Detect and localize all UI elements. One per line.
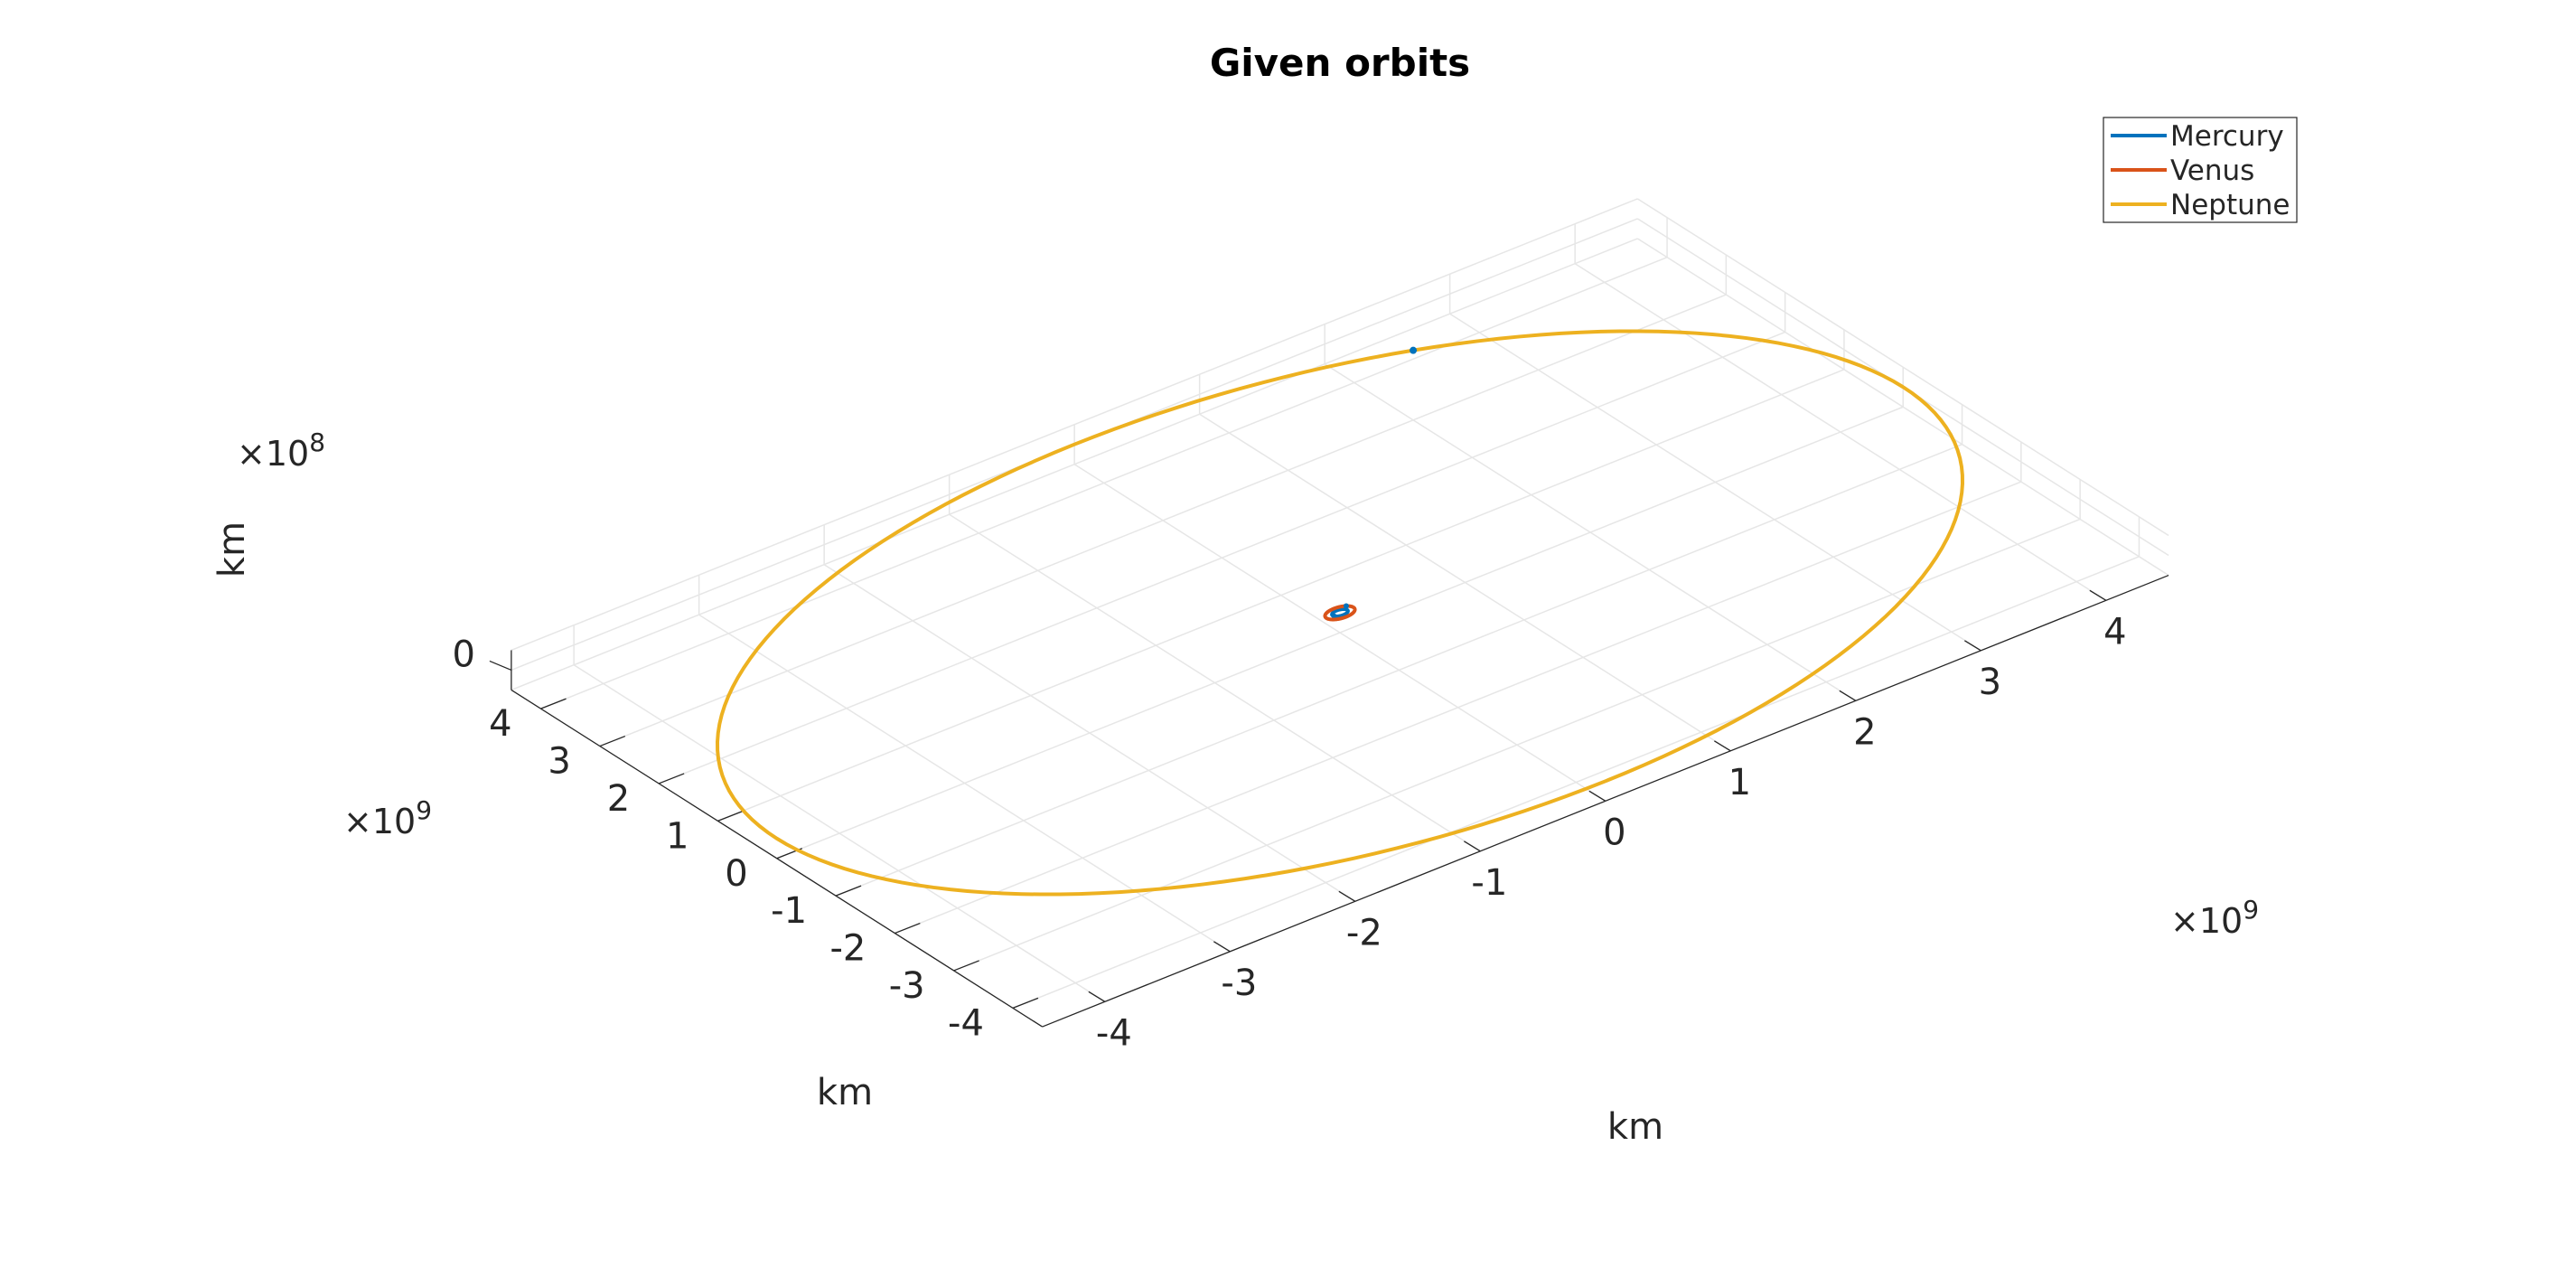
legend-label-mercury: Mercury [2170,120,2284,153]
x-tick-label: -3 [1221,963,1257,1004]
orbit-venus [1323,604,1357,622]
grid-line-y [540,256,1668,709]
axes [489,574,2169,1028]
y-tick-mark [895,922,921,935]
y-tick-mark [953,960,979,972]
grid-line-y [1012,556,2140,1010]
x-tick-label: 1 [1728,762,1751,803]
z-tick-mark [489,660,512,672]
grid-line-back-z [511,238,1638,691]
y-axis-label: km [817,1072,873,1113]
x-tick-mark [1839,690,1857,701]
chart-title: Given orbits [1210,41,1470,85]
x-tick-mark [1464,841,1481,852]
orbit-series [716,329,1964,897]
legend-item-neptune: Neptune [2111,189,2290,221]
grid-line-y [835,443,1962,897]
grid-line-y [953,518,2081,972]
x-tick-label: 4 [2103,611,2126,653]
grid-line-y [895,481,2022,935]
legend-label-neptune: Neptune [2170,189,2290,221]
body-neptune [1410,346,1418,354]
grid-line-y [776,406,1904,859]
y-tick-label: 4 [489,703,511,745]
x-tick-mark [1213,941,1231,953]
y-exponent-label: ×109 [343,795,432,841]
grid-line-back-z [511,198,1638,652]
y-tick-label: -4 [948,1002,984,1044]
y-tick-label: -2 [829,928,866,970]
x-tick-mark [1338,890,1356,902]
y-tick-mark [599,735,626,747]
y-tick-mark [835,885,862,897]
y-tick-label: 1 [666,815,688,857]
grid-line-side-z [1636,238,2169,577]
grid-line-y [599,294,1727,747]
z-axis-label: km [211,521,253,578]
y-tick-label: 3 [548,741,570,783]
x-tick-mark [2089,589,2107,601]
x-tick-label: -4 [1096,1012,1132,1054]
x-tick-label: 0 [1603,812,1625,853]
legend-label-venus: Venus [2170,155,2254,187]
legend-item-venus: Venus [2111,155,2254,187]
x-axis-label: km [1607,1106,1663,1148]
x-tick-mark [1588,790,1606,802]
y-tick-label: 2 [607,778,630,820]
y-tick-mark [717,810,744,822]
y-tick-mark [658,773,685,784]
svg-text:×109: ×109 [343,795,432,841]
grid [511,198,2169,1010]
svg-text:×109: ×109 [2170,895,2259,941]
x-axis-line [1042,574,2169,1028]
svg-text:×108: ×108 [237,427,325,474]
x-tick-mark [1714,740,1731,752]
grid-line-side-z [1636,198,2169,537]
x-tick-label: 2 [1853,711,1876,753]
legend-item-mercury: Mercury [2111,120,2284,153]
body-venus [1343,603,1349,609]
grid-line-y [717,369,1845,822]
y-tick-mark [540,698,567,709]
x-exponent-label: ×109 [2170,895,2259,941]
grid-line-y [658,331,1785,784]
y-tick-label: 0 [725,853,747,895]
x-tick-mark [1964,640,1981,652]
x-tick-mark [1088,991,1106,1002]
x-tick-label: 3 [1979,662,2001,703]
x-tick-label: -2 [1346,912,1382,953]
orbit-neptune [716,329,1964,897]
z-tick-label: 0 [452,634,474,675]
legend: Mercury Venus Neptune [2103,117,2298,223]
y-tick-label: -1 [771,890,807,932]
y-tick-label: -3 [889,965,925,1007]
y-tick-mark [1012,997,1039,1009]
z-exponent-label: ×108 [237,427,325,474]
x-tick-label: -1 [1471,862,1507,904]
